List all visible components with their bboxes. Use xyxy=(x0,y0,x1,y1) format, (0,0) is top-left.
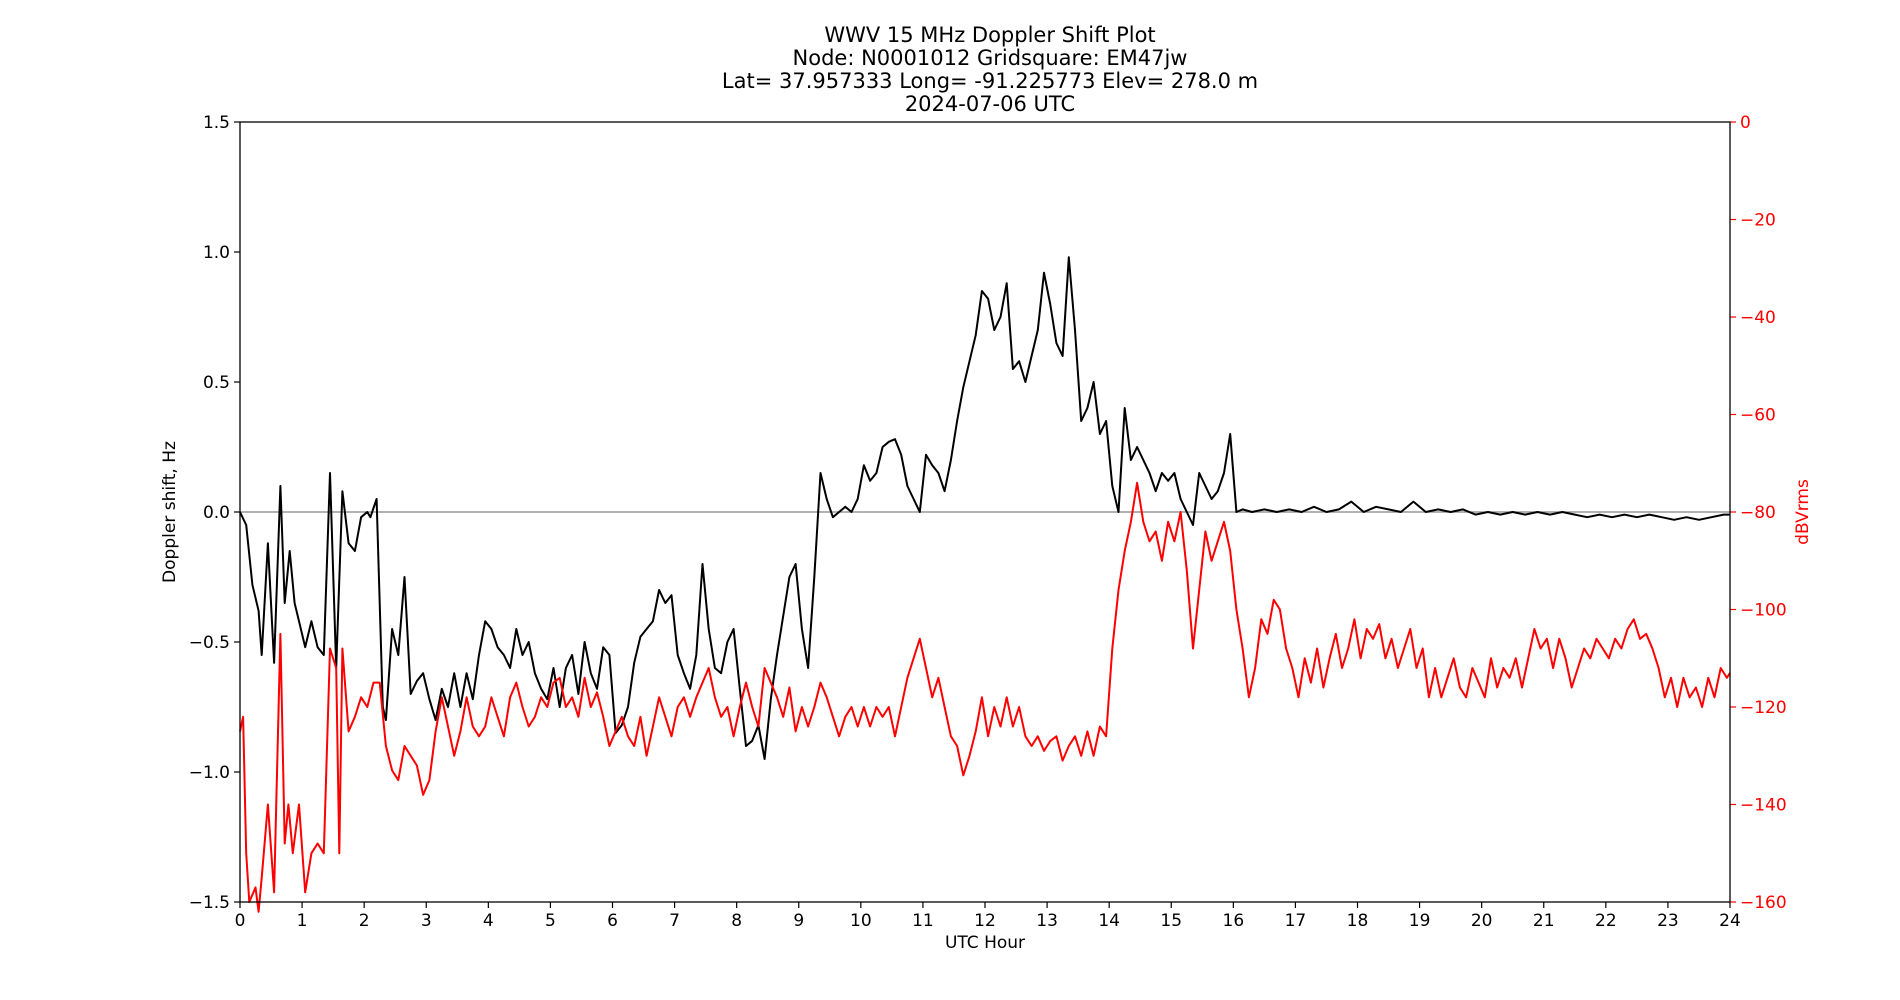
y-left-tick-label: 0.5 xyxy=(203,373,230,393)
x-tick-label: 24 xyxy=(1719,911,1741,931)
y-right-tick-label: −40 xyxy=(1740,308,1776,328)
plot-frame xyxy=(239,121,1731,903)
x-tick-label: 23 xyxy=(1657,911,1679,931)
y-left-tick-label: −1.5 xyxy=(189,893,230,913)
signal-power-line xyxy=(239,481,1731,913)
x-tick-label: 1 xyxy=(297,911,308,931)
y-right-tick-label: −160 xyxy=(1740,893,1787,913)
x-tick-label: 5 xyxy=(545,911,556,931)
y-right-tick-label: −20 xyxy=(1740,211,1776,231)
x-tick-label: 19 xyxy=(1409,911,1431,931)
x-axis-label: UTC Hour xyxy=(945,933,1025,953)
x-tick-label: 17 xyxy=(1285,911,1307,931)
x-tick-label: 7 xyxy=(669,911,680,931)
x-tick-label: 8 xyxy=(731,911,742,931)
x-tick-label: 20 xyxy=(1471,911,1493,931)
x-tick-label: 12 xyxy=(974,911,996,931)
title-line-4: 2024-07-06 UTC xyxy=(905,92,1075,116)
y-right-tick-label: −100 xyxy=(1740,601,1787,621)
y-right-tick-label: −80 xyxy=(1740,503,1776,523)
x-tick-label: 22 xyxy=(1595,911,1617,931)
y-right-tick-label: −120 xyxy=(1740,698,1787,718)
x-tick-label: 16 xyxy=(1223,911,1245,931)
y-right-tick-label: −140 xyxy=(1740,796,1787,816)
x-tick-label: 0 xyxy=(235,911,246,931)
x-tick-label: 21 xyxy=(1533,911,1555,931)
title-line-1: WWV 15 MHz Doppler Shift Plot xyxy=(824,23,1155,47)
y-left-tick-label: −0.5 xyxy=(189,633,230,653)
y-left-tick-label: −1.0 xyxy=(189,763,230,783)
y-right-tick-label: −60 xyxy=(1740,406,1776,426)
x-tick-label: 3 xyxy=(421,911,432,931)
y-axis-label-left: Doppler shift, Hz xyxy=(160,441,180,583)
x-tick-label: 4 xyxy=(483,911,494,931)
title-line-2: Node: N0001012 Gridsquare: EM47jw xyxy=(793,46,1188,70)
x-tick-label: 15 xyxy=(1160,911,1182,931)
chart-title: WWV 15 MHz Doppler Shift Plot Node: N000… xyxy=(722,23,1258,116)
doppler-shift-line xyxy=(239,256,1730,760)
title-line-3: Lat= 37.957333 Long= -91.225773 Elev= 27… xyxy=(722,69,1258,93)
x-tick-label: 18 xyxy=(1347,911,1369,931)
y-axis-label-right: dBVrms xyxy=(1793,479,1813,545)
x-tick-label: 6 xyxy=(607,911,618,931)
y-left-tick-label: 1.5 xyxy=(203,113,230,133)
y-right-tick-label: 0 xyxy=(1740,113,1751,133)
x-tick-label: 2 xyxy=(359,911,370,931)
y-left-tick-label: 1.0 xyxy=(203,243,230,263)
x-tick-label: 10 xyxy=(850,911,872,931)
x-tick-label: 13 xyxy=(1036,911,1058,931)
x-tick-label: 11 xyxy=(912,911,934,931)
x-tick-label: 14 xyxy=(1098,911,1120,931)
y-left-tick-label: 0.0 xyxy=(203,503,230,523)
x-tick-label: 9 xyxy=(793,911,804,931)
